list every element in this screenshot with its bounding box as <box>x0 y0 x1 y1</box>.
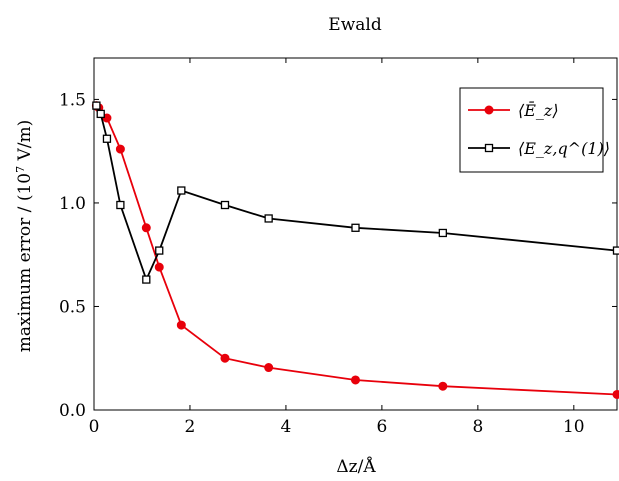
y-tick-label: 1.5 <box>59 90 86 110</box>
data-point <box>613 390 619 398</box>
y-axis-title-main: maximum error / (10 <box>15 173 35 352</box>
data-point <box>352 224 359 231</box>
x-tick-label: 0 <box>89 417 100 437</box>
data-point <box>614 247 619 254</box>
data-point <box>221 354 229 362</box>
chart-title: Ewald <box>328 15 382 35</box>
data-point <box>156 247 163 254</box>
legend-marker <box>486 145 493 152</box>
data-point <box>439 382 447 390</box>
legend-label: ⟨E_z,q^(1)⟩ <box>518 139 610 158</box>
x-tick-label: 8 <box>472 417 483 437</box>
data-point <box>221 202 228 209</box>
legend: ⟨Ē_z⟩ ⟨E_z,q^(1)⟩ <box>460 88 610 172</box>
data-point <box>116 145 124 153</box>
data-point <box>155 263 163 271</box>
x-tick-label: 2 <box>185 417 196 437</box>
data-point <box>103 135 110 142</box>
data-point <box>352 376 360 384</box>
data-point <box>117 202 124 209</box>
y-axis-title-unit: V/m) <box>15 120 35 166</box>
x-axis-title: Δz/Å <box>336 456 376 477</box>
legend-label: ⟨Ē_z⟩ <box>518 100 559 120</box>
data-point <box>93 102 100 109</box>
data-point <box>142 224 150 232</box>
y-tick-label: 0.5 <box>59 297 86 317</box>
x-tick-label: 10 <box>563 417 585 437</box>
data-point <box>97 110 104 117</box>
data-point <box>177 321 185 329</box>
data-point <box>265 364 273 372</box>
y-axis-title: maximum error / (107 V/m) <box>14 120 35 353</box>
data-point <box>439 229 446 236</box>
y-tick-label: 0.0 <box>59 401 86 421</box>
y-tick-label: 1.0 <box>59 194 86 214</box>
data-point <box>143 276 150 283</box>
y-axis-title-exponent: 7 <box>14 166 27 173</box>
data-point <box>178 187 185 194</box>
data-point <box>265 215 272 222</box>
x-tick-label: 6 <box>376 417 387 437</box>
x-tick-label: 4 <box>281 417 292 437</box>
legend-marker <box>485 106 493 114</box>
